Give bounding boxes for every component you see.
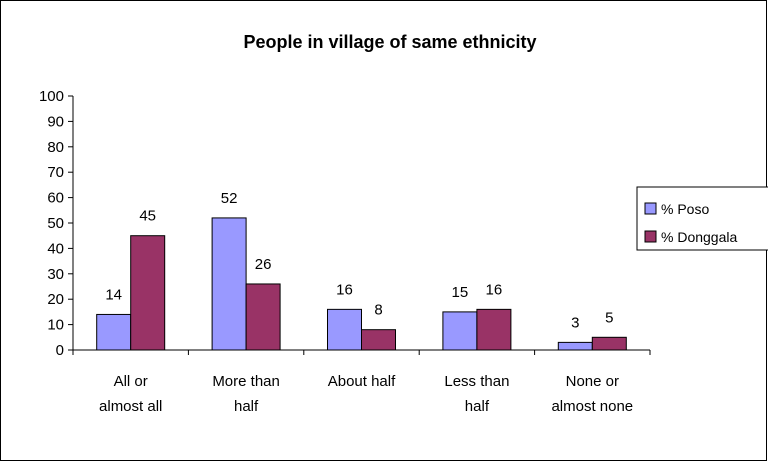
x-tick-label: half bbox=[465, 398, 490, 415]
bar bbox=[211, 217, 247, 351]
x-tick-label: Less than bbox=[444, 373, 509, 390]
data-label: 45 bbox=[139, 208, 156, 225]
data-label: 3 bbox=[571, 314, 579, 331]
legend: % Poso % Donggala bbox=[636, 186, 768, 251]
data-label: 15 bbox=[452, 284, 469, 301]
bar bbox=[361, 329, 396, 351]
y-tick-label: 0 bbox=[56, 342, 64, 359]
y-tick-label: 10 bbox=[47, 317, 64, 334]
data-label: 14 bbox=[105, 286, 122, 303]
x-tick-label: almost all bbox=[99, 398, 162, 415]
x-tick-label: None or bbox=[566, 373, 619, 390]
x-tick-label: almost none bbox=[551, 398, 633, 415]
legend-swatch bbox=[644, 202, 657, 215]
legend-swatch bbox=[644, 230, 657, 243]
bar bbox=[442, 311, 478, 351]
y-tick-label: 30 bbox=[47, 266, 64, 283]
x-tick-label: About half bbox=[328, 373, 396, 390]
y-tick-label: 100 bbox=[39, 88, 64, 105]
data-label: 8 bbox=[374, 302, 382, 319]
bar bbox=[327, 308, 362, 351]
bar bbox=[96, 313, 132, 351]
data-label: 52 bbox=[221, 190, 238, 207]
y-tick-label: 70 bbox=[47, 164, 64, 181]
bar bbox=[476, 308, 512, 351]
bars bbox=[96, 217, 627, 351]
legend-box bbox=[636, 186, 768, 251]
data-label: 5 bbox=[605, 309, 613, 326]
bar bbox=[557, 341, 593, 351]
legend-label: % Donggala bbox=[661, 229, 737, 245]
y-tick-label: 80 bbox=[47, 139, 64, 156]
y-tick-label: 40 bbox=[47, 240, 64, 257]
y-tick-label: 60 bbox=[47, 190, 64, 207]
y-tick-label: 20 bbox=[47, 291, 64, 308]
data-labels: 14 45 52 26 16 8 15 16 3 5 bbox=[105, 190, 613, 331]
axes: 0 10 20 30 40 50 60 70 80 90 100 All or almost all Mo… bbox=[39, 88, 651, 415]
x-tick-label: More than bbox=[212, 373, 280, 390]
x-tick-label: All or bbox=[114, 373, 148, 390]
chart-title: People in village of same ethnicity bbox=[243, 32, 536, 52]
bar bbox=[245, 283, 281, 351]
data-label: 26 bbox=[255, 256, 272, 273]
bar bbox=[130, 235, 166, 351]
y-tick-label: 50 bbox=[47, 215, 64, 232]
x-tick-label: half bbox=[234, 398, 259, 415]
bar bbox=[591, 336, 627, 351]
y-tick-label: 90 bbox=[47, 113, 64, 130]
legend-label: % Poso bbox=[661, 201, 709, 217]
data-label: 16 bbox=[336, 281, 353, 298]
data-label: 16 bbox=[486, 281, 503, 298]
